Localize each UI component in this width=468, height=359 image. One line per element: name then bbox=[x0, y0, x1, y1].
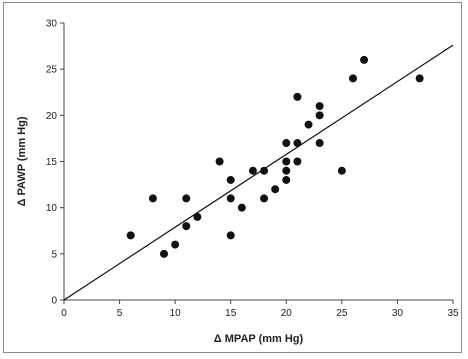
data-point bbox=[193, 212, 202, 221]
data-point bbox=[282, 166, 291, 175]
x-tick-label: 15 bbox=[225, 308, 237, 319]
data-point bbox=[304, 120, 313, 129]
data-point bbox=[360, 55, 369, 64]
data-point bbox=[226, 175, 235, 184]
data-point bbox=[293, 139, 302, 148]
regression-line bbox=[63, 44, 454, 301]
data-point bbox=[260, 194, 269, 203]
data-point bbox=[171, 240, 180, 249]
x-tick-label: 35 bbox=[447, 308, 459, 319]
data-point bbox=[148, 194, 157, 203]
data-point bbox=[293, 157, 302, 166]
data-point bbox=[315, 102, 324, 111]
y-tick-label: 25 bbox=[46, 65, 58, 76]
y-tick-label: 20 bbox=[46, 111, 58, 122]
y-tick-label: 5 bbox=[51, 249, 57, 260]
data-point bbox=[293, 92, 302, 101]
data-point bbox=[182, 222, 191, 231]
data-point bbox=[282, 157, 291, 166]
x-tick-label: 20 bbox=[281, 308, 293, 319]
data-point bbox=[348, 74, 357, 83]
data-point bbox=[182, 194, 191, 203]
data-point bbox=[126, 231, 135, 240]
y-axis-ticks: 0 5 10 15 20 25 30 bbox=[46, 19, 64, 307]
data-point bbox=[226, 231, 235, 240]
data-point bbox=[215, 157, 224, 166]
x-tick-label: 25 bbox=[336, 308, 348, 319]
data-point bbox=[237, 203, 246, 212]
data-point bbox=[282, 139, 291, 148]
y-tick-label: 30 bbox=[46, 19, 58, 30]
x-tick-label: 30 bbox=[392, 308, 404, 319]
data-point bbox=[315, 139, 324, 148]
data-point bbox=[271, 185, 280, 194]
data-point bbox=[160, 249, 169, 258]
y-tick-label: 0 bbox=[51, 296, 57, 307]
x-tick-label: 10 bbox=[170, 308, 182, 319]
data-point bbox=[415, 74, 424, 83]
data-point bbox=[248, 166, 257, 175]
data-point bbox=[226, 194, 235, 203]
x-axis-title: Δ MPAP (mm Hg) bbox=[214, 333, 304, 345]
y-tick-label: 15 bbox=[46, 157, 58, 168]
x-axis-ticks: 0 5 10 15 20 25 30 35 bbox=[61, 300, 459, 319]
x-tick-label: 0 bbox=[61, 308, 67, 319]
data-point bbox=[337, 166, 346, 175]
data-point bbox=[315, 111, 324, 120]
data-point bbox=[260, 166, 269, 175]
y-tick-label: 10 bbox=[46, 203, 58, 214]
chart-axes bbox=[63, 23, 453, 301]
x-tick-label: 5 bbox=[117, 308, 123, 319]
data-point bbox=[282, 175, 291, 184]
data-points bbox=[126, 55, 424, 258]
y-axis-title: Δ PAWP (mm Hg) bbox=[16, 116, 28, 206]
